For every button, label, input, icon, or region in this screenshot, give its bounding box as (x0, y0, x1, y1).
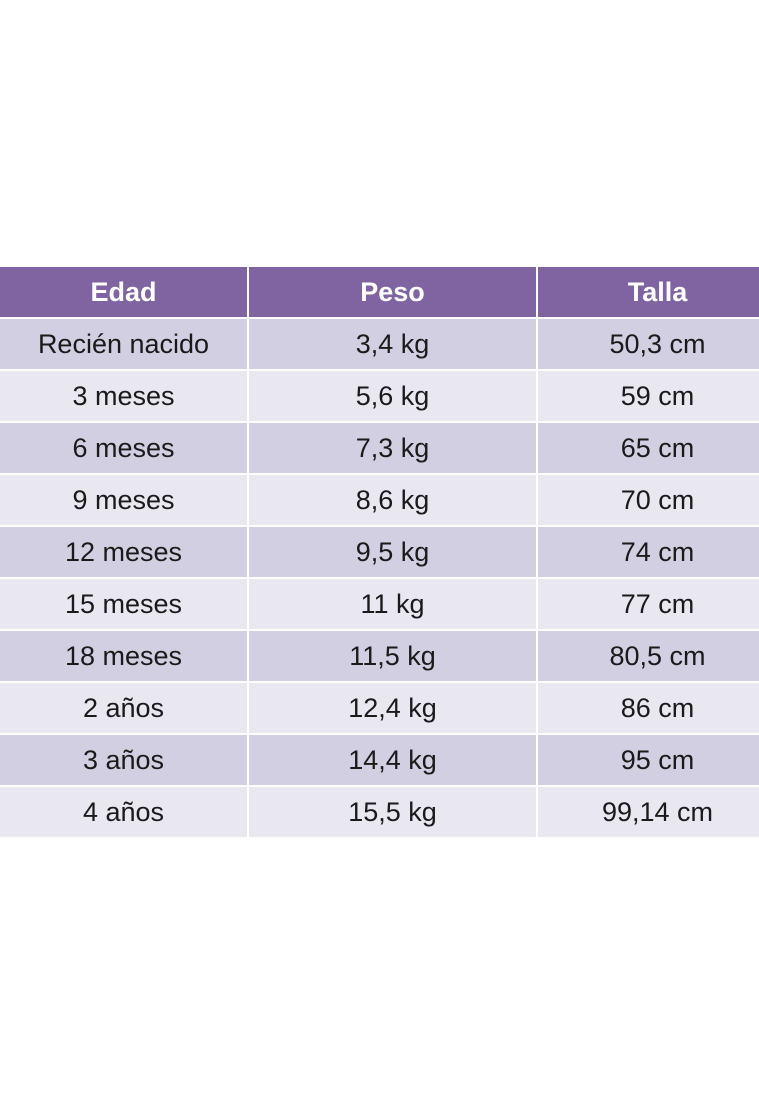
table-cell-peso: 3,4 kg (249, 319, 536, 369)
table-cell-edad: 4 años (0, 787, 247, 837)
header-talla: Talla (538, 267, 759, 317)
table-cell-edad: Recién nacido (0, 319, 247, 369)
table-cell-peso: 9,5 kg (249, 527, 536, 577)
table-cell-talla: 50,3 cm (538, 319, 759, 369)
table-cell-talla: 77 cm (538, 579, 759, 629)
table-cell-edad: 3 años (0, 735, 247, 785)
table-cell-edad: 18 meses (0, 631, 247, 681)
header-edad: Edad (0, 267, 247, 317)
table-cell-edad: 2 años (0, 683, 247, 733)
table-cell-talla: 74 cm (538, 527, 759, 577)
growth-table: Edad Peso Talla Recién nacido 3,4 kg 50,… (0, 267, 759, 837)
table-cell-talla: 80,5 cm (538, 631, 759, 681)
table-cell-peso: 14,4 kg (249, 735, 536, 785)
table-cell-peso: 11 kg (249, 579, 536, 629)
table-cell-talla: 95 cm (538, 735, 759, 785)
table-cell-peso: 12,4 kg (249, 683, 536, 733)
table-cell-peso: 8,6 kg (249, 475, 536, 525)
table-cell-edad: 6 meses (0, 423, 247, 473)
table-cell-edad: 9 meses (0, 475, 247, 525)
table-cell-talla: 86 cm (538, 683, 759, 733)
table-cell-edad: 12 meses (0, 527, 247, 577)
table-cell-edad: 3 meses (0, 371, 247, 421)
table-cell-peso: 5,6 kg (249, 371, 536, 421)
table-cell-talla: 70 cm (538, 475, 759, 525)
table-cell-talla: 99,14 cm (538, 787, 759, 837)
table-cell-talla: 65 cm (538, 423, 759, 473)
header-peso: Peso (249, 267, 536, 317)
table-cell-edad: 15 meses (0, 579, 247, 629)
table-cell-peso: 11,5 kg (249, 631, 536, 681)
table-cell-peso: 15,5 kg (249, 787, 536, 837)
table-cell-peso: 7,3 kg (249, 423, 536, 473)
table-cell-talla: 59 cm (538, 371, 759, 421)
